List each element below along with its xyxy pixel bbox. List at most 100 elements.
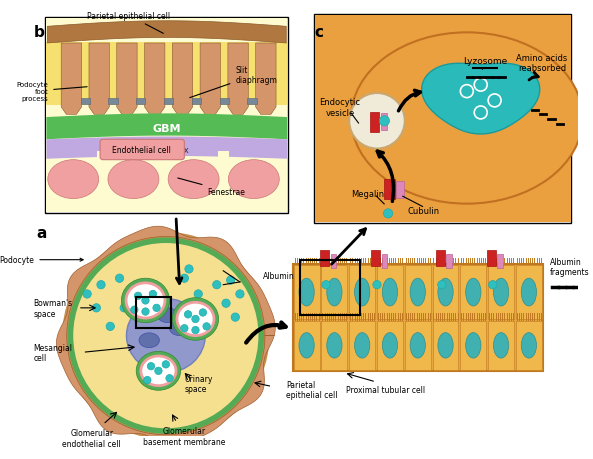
Ellipse shape [382,333,397,358]
Circle shape [438,281,446,289]
Bar [158,152,168,167]
FancyBboxPatch shape [100,140,184,160]
Bar [218,152,229,167]
Bar [321,321,347,370]
Text: Glomerular
endothelial cell: Glomerular endothelial cell [62,428,121,448]
Bar [397,182,404,198]
Bar [331,255,336,269]
Ellipse shape [136,352,181,391]
Bar [320,250,329,267]
Circle shape [155,367,162,375]
Bar [377,266,403,319]
Polygon shape [200,44,221,115]
Bar [219,98,229,105]
Bar [447,255,452,269]
Circle shape [236,290,244,298]
Bar [314,15,572,223]
Text: Podocyte
foot
process: Podocyte foot process [17,82,87,102]
Text: Cubulin: Cubulin [407,207,439,216]
Bar [377,321,403,370]
Text: Proximal tubular cell: Proximal tubular cell [346,385,425,394]
Circle shape [322,281,330,289]
Polygon shape [56,227,275,445]
Ellipse shape [493,279,509,306]
Polygon shape [117,44,137,115]
Polygon shape [145,44,165,115]
Ellipse shape [122,279,170,323]
Bar [109,98,117,105]
Bar [46,19,287,213]
Bar [136,297,171,329]
Circle shape [106,323,114,331]
Ellipse shape [228,160,279,199]
Circle shape [203,323,211,330]
Polygon shape [256,44,276,115]
Text: Glomerular
basement membrane: Glomerular basement membrane [143,426,225,446]
Bar [192,98,201,105]
Bar [247,98,257,105]
Bar [382,255,387,269]
Circle shape [71,241,262,431]
Text: a: a [36,226,47,241]
Polygon shape [422,64,540,134]
Polygon shape [61,44,82,115]
Circle shape [116,274,124,283]
Ellipse shape [158,308,178,323]
Bar [294,321,320,370]
Bar [349,266,375,319]
Circle shape [185,265,193,274]
Circle shape [192,327,199,334]
Bar [321,266,347,319]
Bar [384,180,394,200]
Text: GBM: GBM [152,124,181,134]
Text: Endothelial cell: Endothelial cell [112,146,171,155]
Ellipse shape [126,299,205,373]
Circle shape [213,281,221,289]
Circle shape [180,274,189,283]
Bar [488,266,514,319]
Circle shape [97,281,105,289]
Bar [405,266,431,319]
Circle shape [120,304,128,312]
Bar [460,321,486,370]
Circle shape [194,290,202,298]
Circle shape [199,309,206,317]
Polygon shape [47,22,286,44]
Bar [294,266,320,319]
Text: Urinary
space: Urinary space [184,374,213,394]
Text: c: c [314,25,323,40]
Text: Glycocalyx: Glycocalyx [144,146,190,155]
Text: Endocytic
vesicle: Endocytic vesicle [320,98,361,118]
Text: Podocyte: Podocyte [0,256,83,264]
Circle shape [184,311,192,319]
Circle shape [380,117,390,127]
Circle shape [135,292,142,300]
Circle shape [227,276,235,285]
Ellipse shape [170,321,190,336]
Bar [371,250,380,267]
Text: Albumin
fragments: Albumin fragments [550,257,590,277]
Bar [381,114,387,131]
Text: Fenestrae: Fenestrae [178,179,246,196]
Polygon shape [173,44,193,115]
Bar [81,98,90,105]
Text: b: b [33,25,44,40]
Text: Megalin: Megalin [351,189,384,198]
Bar [516,321,542,370]
Bar [300,260,361,316]
Text: Bowman's
space: Bowman's space [33,298,72,318]
Ellipse shape [493,333,509,358]
Ellipse shape [410,333,425,358]
Bar [369,112,379,133]
Circle shape [231,313,240,322]
Circle shape [83,290,91,298]
Bar [432,321,458,370]
Ellipse shape [127,285,164,317]
Polygon shape [46,114,287,140]
Bar [46,43,287,106]
Ellipse shape [142,358,174,385]
Circle shape [142,308,149,316]
Circle shape [130,306,138,313]
Circle shape [181,325,188,332]
Polygon shape [46,137,287,159]
